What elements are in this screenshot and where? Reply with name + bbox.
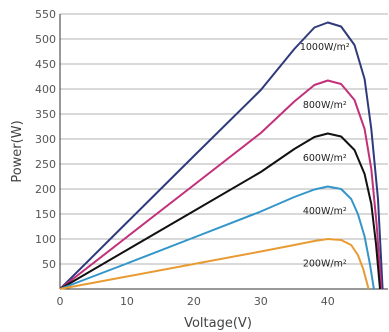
series-label: 400W/m²	[303, 206, 347, 217]
series-label: 1000W/m²	[300, 42, 350, 53]
y-tick-label: 450	[35, 58, 56, 71]
y-tick-label: 300	[35, 133, 56, 146]
y-tick-label: 200	[35, 183, 56, 196]
series-line	[59, 79, 383, 290]
y-tick-labels: 50 100 150 200 250 300 350 400 450 500 550	[35, 8, 56, 271]
grid-lines	[60, 13, 388, 265]
series-line	[59, 21, 384, 290]
series-label: 800W/m²	[303, 100, 347, 111]
series-curves	[59, 21, 384, 290]
series-label: 600W/m²	[303, 153, 347, 164]
x-tick-label: 20	[187, 295, 201, 308]
series-line	[59, 238, 370, 290]
series-label: 200W/m²	[303, 259, 347, 270]
y-tick-label: 100	[35, 233, 56, 246]
y-tick-label: 400	[35, 83, 56, 96]
x-tick-label: 0	[57, 295, 64, 308]
series-line	[59, 185, 375, 290]
series-labels: 1000W/m² 800W/m² 600W/m² 400W/m² 200W/m²	[300, 42, 350, 270]
y-tick-label: 50	[42, 258, 56, 271]
x-tick-label: 30	[254, 295, 268, 308]
x-tick-label: 10	[120, 295, 134, 308]
x-axis-label: Voltage(V)	[184, 316, 252, 331]
y-tick-label: 500	[35, 33, 56, 46]
y-tick-label: 350	[35, 108, 56, 121]
x-tick-label: 40	[321, 295, 335, 308]
x-tick-labels: 0 10 20 30 40	[57, 295, 335, 308]
series-line	[59, 132, 381, 290]
y-tick-label: 150	[35, 208, 56, 221]
y-tick-label: 250	[35, 158, 56, 171]
y-axis-label: Power(W)	[10, 120, 25, 182]
y-tick-label: 550	[35, 8, 56, 21]
